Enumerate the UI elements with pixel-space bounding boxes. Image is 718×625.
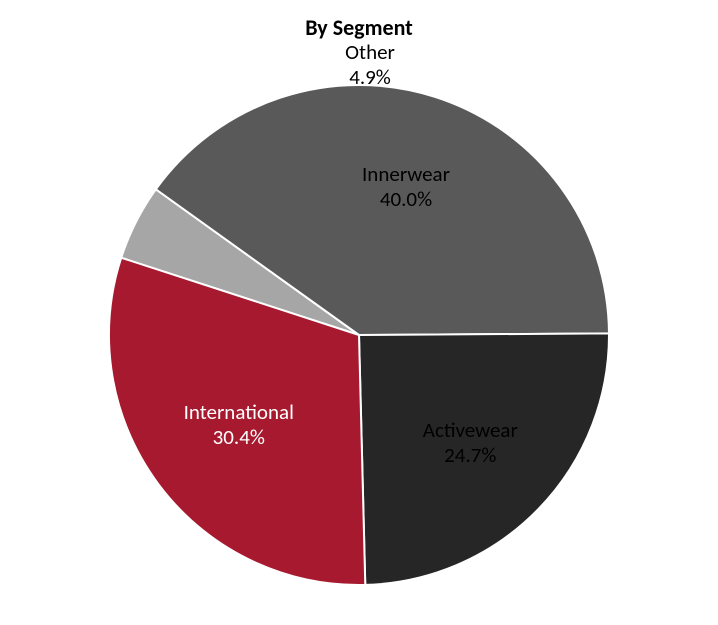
slice-pct-innerwear: 40.0%	[362, 187, 450, 212]
slice-label-innerwear: Innerwear 40.0%	[362, 162, 450, 212]
slice-pct-activewear: 24.7%	[423, 443, 518, 468]
chart-title: By Segment	[0, 14, 718, 41]
slice-label-activewear: Activewear 24.7%	[423, 418, 518, 468]
slice-label-international: International 30.4%	[184, 399, 294, 449]
slice-pct-other: 4.9%	[345, 65, 395, 90]
pie-chart: By Segment Other 4.9% Innerwear 40.0% Ac…	[0, 0, 718, 625]
slice-pct-international: 30.4%	[184, 425, 294, 450]
slice-name-activewear: Activewear	[423, 418, 518, 443]
slice-label-other: Other 4.9%	[345, 40, 395, 90]
slice-name-innerwear: Innerwear	[362, 162, 450, 187]
pie-svg	[0, 0, 718, 625]
slice-name-other: Other	[345, 40, 395, 65]
slice-name-international: International	[184, 399, 294, 424]
